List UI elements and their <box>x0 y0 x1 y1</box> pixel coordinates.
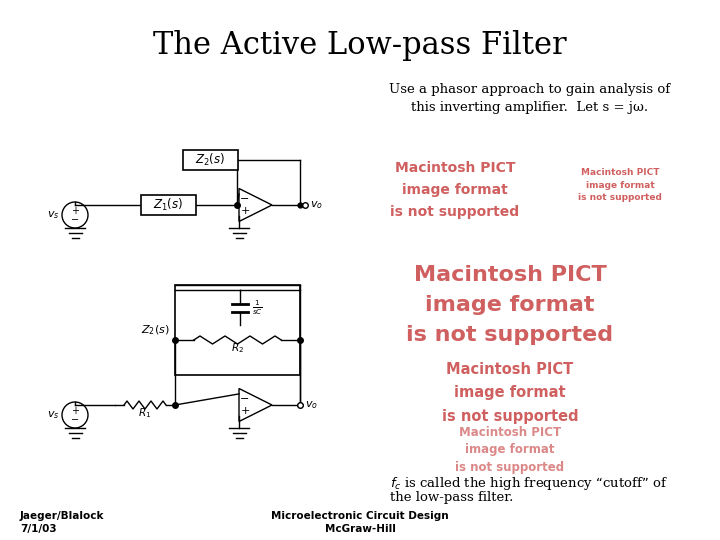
Text: −: − <box>71 214 79 225</box>
Text: +: + <box>71 406 79 415</box>
Text: the low-pass filter.: the low-pass filter. <box>390 491 513 504</box>
Text: this inverting amplifier.  Let s = jω.: this inverting amplifier. Let s = jω. <box>411 100 649 113</box>
Text: $\frac{1}{sC}$: $\frac{1}{sC}$ <box>252 298 263 317</box>
Text: Macintosh PICT
image format
is not supported: Macintosh PICT image format is not suppo… <box>456 426 564 475</box>
Text: $R_1$: $R_1$ <box>138 406 152 420</box>
Text: $v_s$: $v_s$ <box>47 409 59 421</box>
Text: Macintosh PICT
image format
is not supported: Macintosh PICT image format is not suppo… <box>406 265 613 345</box>
Text: $v_o$: $v_o$ <box>310 199 323 211</box>
Text: Macintosh PICT
image format
is not supported: Macintosh PICT image format is not suppo… <box>390 161 520 219</box>
Text: −: − <box>240 394 250 404</box>
Text: $f_c$ is called the high frequency “cutoff” of: $f_c$ is called the high frequency “cuto… <box>390 475 668 491</box>
Text: $Z_2(s)$: $Z_2(s)$ <box>141 323 170 337</box>
Text: $v_s$: $v_s$ <box>47 209 59 221</box>
Text: +: + <box>240 206 250 216</box>
Text: $R_2$: $R_2$ <box>231 341 244 355</box>
Text: The Active Low-pass Filter: The Active Low-pass Filter <box>153 30 567 61</box>
Text: Macintosh PICT
image format
is not supported: Macintosh PICT image format is not suppo… <box>578 168 662 202</box>
Text: Macintosh PICT
image format
is not supported: Macintosh PICT image format is not suppo… <box>441 362 578 424</box>
Text: $Z_2(s)$: $Z_2(s)$ <box>195 152 225 168</box>
Text: $v_o$: $v_o$ <box>305 399 318 411</box>
Text: $Z_1(s)$: $Z_1(s)$ <box>153 197 183 213</box>
Text: Use a phasor approach to gain analysis of: Use a phasor approach to gain analysis o… <box>390 84 670 97</box>
Text: 7/1/03: 7/1/03 <box>20 524 57 534</box>
Text: Microelectronic Circuit Design: Microelectronic Circuit Design <box>271 511 449 521</box>
Bar <box>175 285 300 375</box>
Text: McGraw-Hill: McGraw-Hill <box>325 524 395 534</box>
Bar <box>140 195 196 215</box>
Bar <box>182 150 238 170</box>
Text: +: + <box>240 406 250 416</box>
Text: Jaeger/Blalock: Jaeger/Blalock <box>20 511 104 521</box>
Text: +: + <box>71 206 79 215</box>
Text: −: − <box>240 194 250 204</box>
Text: −: − <box>71 415 79 424</box>
